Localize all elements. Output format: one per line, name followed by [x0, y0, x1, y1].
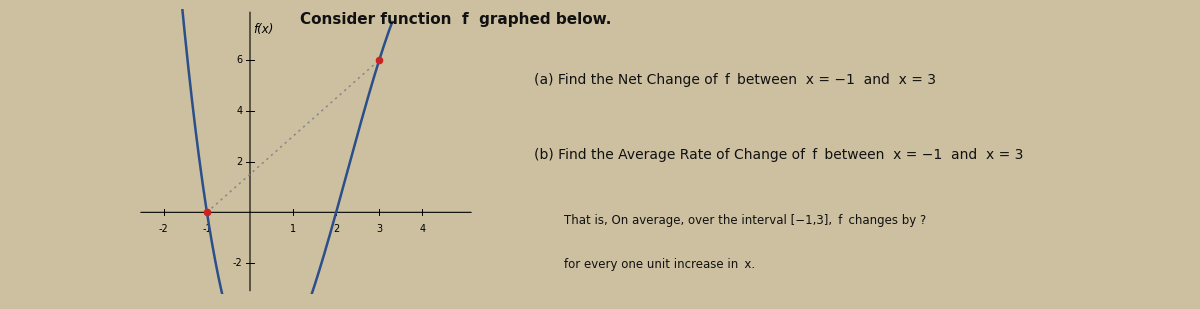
Text: 2: 2 — [334, 224, 340, 234]
Text: 3: 3 — [376, 224, 383, 234]
Text: (a) Find the Net Change of  f  between  x = −1  and  x = 3: (a) Find the Net Change of f between x =… — [534, 73, 936, 87]
Text: -1: -1 — [202, 224, 211, 234]
Text: (b) Find the Average Rate of Change of  f  between  x = −1  and  x = 3: (b) Find the Average Rate of Change of f… — [534, 147, 1024, 162]
Text: for every one unit increase in  x.: for every one unit increase in x. — [564, 258, 755, 271]
Text: 4: 4 — [236, 106, 242, 116]
Text: 1: 1 — [290, 224, 296, 234]
Text: 6: 6 — [236, 55, 242, 65]
Text: 4: 4 — [419, 224, 425, 234]
Text: -2: -2 — [233, 258, 242, 268]
Text: -2: -2 — [158, 224, 169, 234]
Text: 2: 2 — [236, 157, 242, 167]
Text: f(x): f(x) — [253, 23, 274, 36]
Text: Consider function  f  graphed below.: Consider function f graphed below. — [300, 12, 612, 28]
Text: That is, On average, over the interval [−1,3],  f  changes by ?: That is, On average, over the interval [… — [564, 214, 926, 227]
